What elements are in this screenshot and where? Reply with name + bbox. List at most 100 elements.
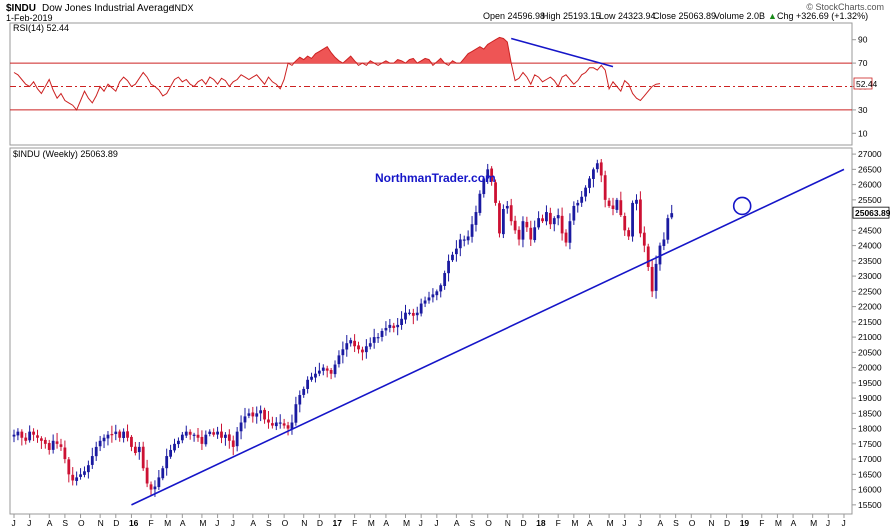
x-tick-label: J (27, 518, 31, 528)
x-tick-label: J (841, 518, 845, 528)
candle (208, 429, 212, 437)
candle (423, 296, 427, 308)
x-tick-label: M (571, 518, 578, 528)
candle (462, 235, 466, 247)
price-legend: $INDU (Weekly) 25063.89 (13, 149, 118, 159)
candle (454, 240, 458, 262)
x-tick-label: A (47, 518, 53, 528)
candle (533, 220, 537, 243)
price-tick-label: 24000 (858, 241, 882, 251)
x-tick-label: A (250, 518, 256, 528)
header-close: Close 25063.89 (653, 11, 716, 21)
candle (666, 214, 670, 244)
candle (173, 438, 176, 453)
x-tick-label: S (266, 518, 272, 528)
candle (94, 441, 98, 461)
candle (447, 254, 450, 282)
candle (278, 414, 282, 429)
candle (552, 216, 556, 232)
rsi-panel: 9070503010 RSI(14) 52.44 52.44 (9, 22, 878, 146)
candle (372, 328, 376, 349)
header-low: Low 24323.94 (599, 11, 656, 21)
x-tick-label: D (113, 518, 119, 528)
candle (388, 318, 392, 333)
change-arrow-icon: ▲ (768, 11, 777, 21)
rsi-value-badge: 52.44 (853, 77, 878, 90)
candle (200, 430, 204, 450)
x-tick-label: 18 (536, 518, 546, 528)
candle (513, 215, 517, 234)
candle (517, 226, 521, 246)
price-tick-label: 18000 (858, 424, 882, 434)
candle (196, 428, 200, 442)
candle (40, 436, 43, 449)
candle (12, 429, 16, 443)
price-tick-label: 19000 (858, 393, 882, 403)
candle (177, 437, 180, 448)
candle (592, 167, 595, 188)
x-tick-label: A (791, 518, 797, 528)
candle (631, 200, 634, 242)
price-tick-label: 21500 (858, 317, 882, 327)
candle (599, 158, 603, 183)
candle (137, 442, 141, 460)
candle (490, 166, 494, 186)
candle (212, 428, 216, 437)
price-tick-label: 16000 (858, 485, 882, 495)
candle (541, 214, 544, 224)
candle (564, 229, 568, 247)
rsi-frame (9, 22, 853, 146)
candle (662, 232, 666, 251)
candle (67, 457, 71, 483)
candle (161, 465, 165, 481)
candle (498, 200, 501, 238)
candle (75, 471, 79, 486)
candle (184, 425, 188, 439)
candle (588, 176, 591, 194)
candle (79, 468, 82, 480)
price-tick-label: 20000 (858, 363, 882, 373)
candle (466, 230, 470, 245)
candle (548, 207, 552, 230)
rsi-tick-label: 10 (858, 128, 868, 138)
header-open: Open 24596.98 (483, 11, 545, 21)
candle (133, 441, 137, 456)
x-tick-label: J (215, 518, 219, 528)
candle (525, 216, 529, 232)
price-frame (9, 147, 853, 515)
candle (376, 333, 380, 343)
x-tick-label: M (199, 518, 206, 528)
candle (110, 425, 114, 443)
candle (83, 466, 86, 478)
price-panel: 2700026500260002550025000245002400023500… (9, 147, 890, 528)
x-tick-label: N (98, 518, 104, 528)
copyright: © StockCharts.com (806, 2, 884, 12)
candle (509, 198, 513, 226)
candle (63, 440, 67, 464)
candle (157, 469, 161, 491)
candle (607, 197, 611, 208)
candle (251, 406, 255, 423)
candle (51, 434, 55, 454)
header-name: Dow Jones Industrial Average (42, 3, 175, 14)
x-tick-label: 16 (129, 518, 139, 528)
candle (349, 337, 353, 347)
candle (294, 396, 298, 426)
candle (102, 434, 106, 449)
watermark: NorthmanTrader.com (375, 171, 496, 185)
price-tick-label: 15500 (858, 500, 882, 510)
x-tick-label: O (689, 518, 696, 528)
x-tick-label: D (724, 518, 730, 528)
price-tick-label: 24500 (858, 225, 882, 235)
x-tick-label: O (485, 518, 492, 528)
candle (86, 460, 90, 479)
candle (368, 337, 372, 350)
candle (286, 421, 290, 436)
candle (169, 444, 172, 459)
candle (290, 414, 294, 435)
x-tick-label: J (638, 518, 642, 528)
candle (345, 335, 349, 357)
x-tick-label: O (282, 518, 289, 528)
candle (192, 432, 196, 442)
